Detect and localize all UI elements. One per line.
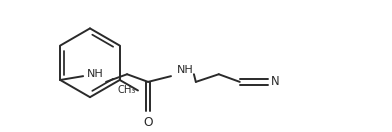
Text: CH₃: CH₃ [118,86,136,95]
Text: O: O [143,116,153,129]
Text: NH: NH [87,69,104,79]
Text: N: N [271,75,280,88]
Text: NH: NH [177,65,194,75]
